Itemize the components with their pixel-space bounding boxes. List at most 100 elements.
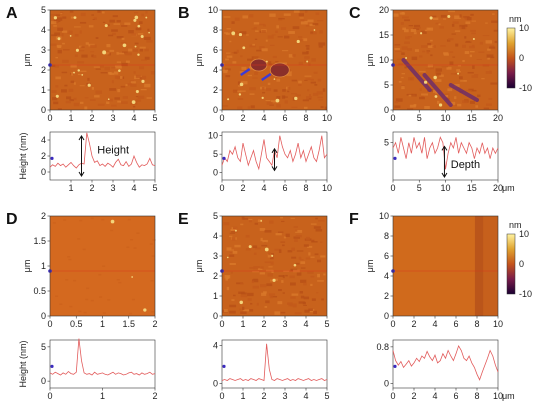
texture-grain bbox=[99, 296, 103, 298]
texture-grain bbox=[303, 304, 307, 306]
trench-streak bbox=[422, 73, 453, 107]
texture-grain bbox=[241, 292, 247, 295]
texture-grain bbox=[291, 247, 295, 252]
texture-grain bbox=[302, 99, 310, 102]
texture-grain bbox=[132, 48, 139, 52]
texture-grain bbox=[267, 35, 274, 39]
profile-frame bbox=[392, 339, 499, 389]
texture-grain bbox=[239, 71, 245, 74]
texture-grain bbox=[286, 73, 292, 77]
texture-grain bbox=[394, 48, 400, 51]
texture-grain bbox=[233, 51, 238, 54]
texture-grain bbox=[280, 216, 284, 219]
texture-grain bbox=[316, 292, 319, 294]
texture-grain bbox=[311, 239, 315, 242]
texture-grain bbox=[306, 47, 310, 50]
texture-grain bbox=[269, 44, 275, 47]
texture-grain bbox=[316, 91, 323, 95]
texture-grain bbox=[54, 65, 59, 68]
surface-speck bbox=[447, 14, 451, 18]
texture-grain bbox=[121, 101, 128, 104]
texture-grain bbox=[303, 282, 307, 286]
profile-frame bbox=[221, 339, 328, 389]
profile-marker bbox=[50, 156, 54, 160]
texture-grain bbox=[407, 36, 412, 38]
texture-grain bbox=[290, 303, 297, 307]
texture-grain bbox=[77, 238, 81, 240]
texture-grain bbox=[404, 19, 410, 22]
texture-grain bbox=[292, 54, 296, 57]
x-tick-label: 0 bbox=[390, 113, 395, 123]
texture-grain bbox=[464, 51, 470, 54]
texture-grain bbox=[315, 228, 323, 232]
texture-grain bbox=[426, 50, 431, 52]
y-tick-label: 10 bbox=[208, 5, 218, 15]
texture-grain bbox=[265, 100, 271, 102]
texture-grain bbox=[226, 247, 232, 251]
texture-grain bbox=[239, 90, 246, 92]
profile-y-tick-label: 4 bbox=[213, 341, 218, 351]
texture-grain bbox=[396, 58, 403, 60]
surface-speck bbox=[296, 39, 300, 44]
texture-grain bbox=[260, 284, 267, 288]
texture-grain bbox=[55, 85, 59, 88]
texture-grain bbox=[266, 283, 273, 287]
texture-grain bbox=[260, 266, 264, 269]
texture-grain bbox=[71, 72, 74, 76]
texture-grain bbox=[224, 68, 231, 71]
profile-x-tick-label: 5 bbox=[324, 391, 329, 401]
texture-grain bbox=[139, 46, 146, 49]
colorbar-tick-label: 10 bbox=[519, 229, 529, 239]
texture-grain bbox=[65, 279, 69, 281]
texture-grain bbox=[427, 64, 434, 68]
texture-grain bbox=[463, 80, 468, 82]
texture-grain bbox=[482, 35, 490, 37]
texture-grain bbox=[299, 17, 304, 19]
texture-grain bbox=[79, 219, 83, 222]
surface-speck bbox=[226, 256, 229, 259]
profile-marker bbox=[50, 364, 54, 368]
colorbar-tick-label: 10 bbox=[519, 23, 529, 33]
texture-grain bbox=[146, 39, 153, 43]
surface-speck bbox=[271, 254, 274, 257]
texture-grain bbox=[252, 245, 258, 249]
texture-grain bbox=[88, 25, 94, 28]
profile-marker bbox=[393, 156, 397, 160]
arrow-head-bottom bbox=[78, 171, 85, 177]
texture-grain bbox=[443, 53, 449, 56]
surface-speck bbox=[118, 69, 121, 72]
texture-grain bbox=[487, 48, 491, 51]
colorbar bbox=[506, 233, 516, 295]
texture-grain bbox=[284, 100, 288, 104]
texture-grain bbox=[436, 100, 440, 104]
texture-grain bbox=[302, 51, 309, 55]
surface-speck bbox=[238, 32, 243, 37]
texture-grain bbox=[237, 90, 242, 93]
texture-grain bbox=[276, 96, 281, 100]
y-tick-label: 8 bbox=[213, 25, 218, 35]
texture-grain bbox=[114, 65, 122, 69]
texture-grain bbox=[490, 82, 498, 85]
colorbar-tick-label: 0 bbox=[519, 259, 524, 269]
y-axis-unit: μm bbox=[194, 54, 204, 67]
texture-grain bbox=[65, 100, 72, 104]
texture-grain bbox=[405, 36, 410, 40]
texture-grain bbox=[237, 97, 244, 101]
texture-grain bbox=[69, 305, 73, 308]
texture-grain bbox=[73, 102, 80, 107]
texture-grain bbox=[469, 51, 475, 53]
surface-speck bbox=[104, 24, 108, 28]
texture-grain bbox=[231, 231, 238, 233]
texture-grain bbox=[253, 278, 258, 280]
texture-grain bbox=[486, 54, 494, 58]
texture-grain bbox=[120, 41, 127, 44]
texture-grain bbox=[262, 86, 265, 91]
profile-y-tick-label: 2 bbox=[41, 151, 46, 161]
trench-streak bbox=[448, 83, 479, 102]
texture-grain bbox=[97, 103, 105, 106]
texture-grain bbox=[307, 271, 314, 274]
texture-grain bbox=[319, 30, 323, 34]
texture-grain bbox=[257, 268, 263, 270]
texture-grain bbox=[50, 14, 57, 16]
surface-speck bbox=[433, 75, 437, 80]
